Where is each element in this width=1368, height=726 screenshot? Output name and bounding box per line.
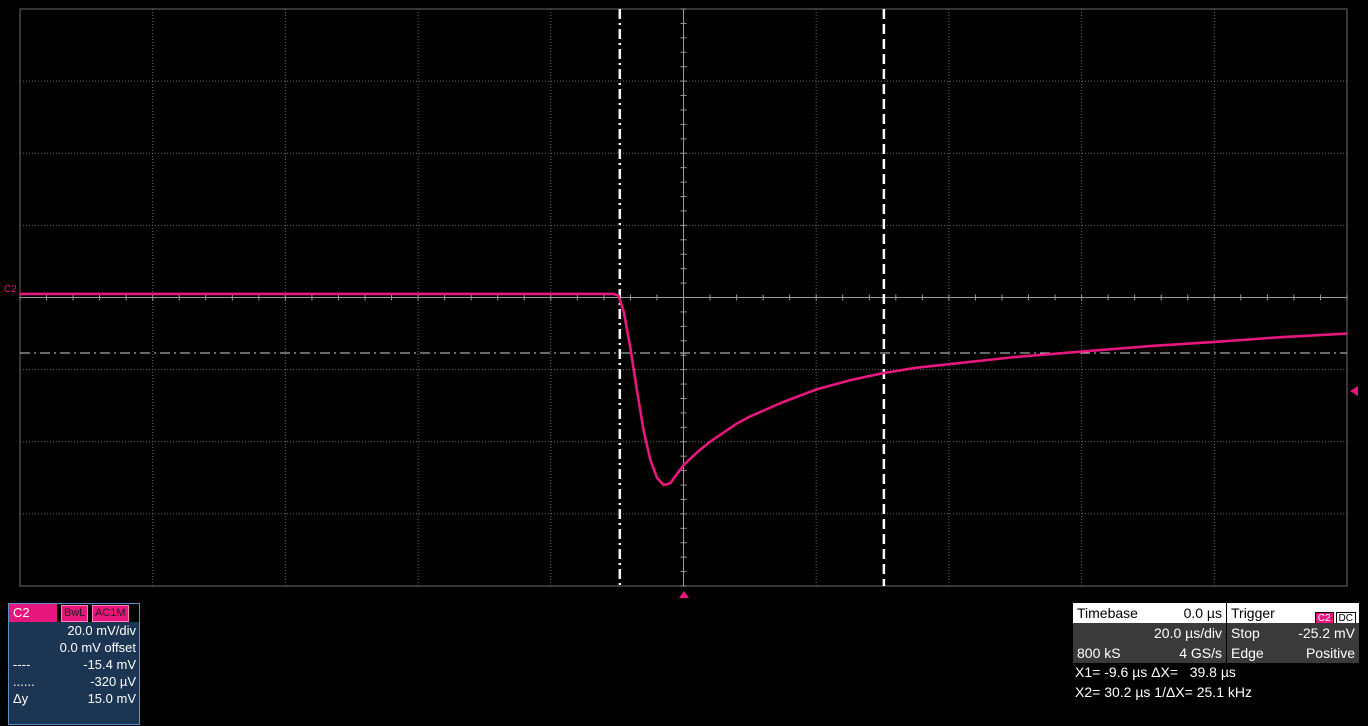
- cursor2-value: -320 µV: [90, 674, 136, 689]
- bandwidth-limit-tag: BwL: [61, 605, 89, 622]
- cursor-row-1: X1= -9.6 µs ΔX= 39.8 µs: [1075, 662, 1365, 682]
- vertical-offset: 0.0 mV offset: [9, 639, 139, 656]
- delta-y-value: 15.0 mV: [87, 691, 136, 706]
- timebase-header: Timebase 0.0 µs: [1073, 603, 1226, 623]
- channel-name: C2: [9, 604, 57, 622]
- timebase-samples: 800 kS: [1077, 645, 1121, 661]
- timebase-sample-rate: 4 GS/s: [1179, 645, 1222, 661]
- trigger-level: -25.2 mV: [1298, 625, 1355, 641]
- trigger-slope: Positive: [1305, 645, 1355, 661]
- cursor1-value: -15.4 mV: [83, 657, 136, 672]
- channel-descriptor[interactable]: C2 BwL AC1M 20.0 mV/div 0.0 mV offset --…: [8, 603, 140, 725]
- trigger-type: Edge: [1231, 645, 1264, 661]
- trigger-mode-row: Stop -25.2 mV: [1227, 623, 1359, 643]
- trigger-position-marker[interactable]: [679, 591, 689, 598]
- trigger-mode: Stop: [1231, 625, 1260, 641]
- inverse-delta-x-value: 25.1 kHz: [1196, 684, 1252, 700]
- trigger-level-marker[interactable]: [1350, 386, 1358, 396]
- vertical-scale: 20.0 mV/div: [9, 622, 139, 639]
- cursor2-readout: ...... -320 µV: [9, 673, 139, 690]
- cursor1-readout: ---- -15.4 mV: [9, 656, 139, 673]
- channel-header: C2 BwL AC1M: [9, 604, 139, 622]
- timebase-label: Timebase: [1077, 605, 1138, 621]
- cursor1-symbol: ----: [13, 657, 31, 672]
- timebase-sampling-row: 800 kS 4 GS/s: [1073, 643, 1226, 663]
- trigger-source-tag: C2: [1314, 612, 1334, 626]
- graticule: [19, 8, 1348, 587]
- cursor-x1: X1= -9.6 µs: [1075, 664, 1148, 680]
- vertical-scale-value: 20.0 mV/div: [67, 623, 136, 638]
- trigger-header: Trigger C2 DC: [1227, 603, 1359, 626]
- vertical-offset-value: 0.0 mV offset: [59, 640, 136, 655]
- delta-x-value: 39.8 µs: [1189, 664, 1236, 680]
- delta-x-label: ΔX=: [1151, 664, 1179, 680]
- cursor-readouts: X1= -9.6 µs ΔX= 39.8 µs X2= 30.2 µs 1/ΔX…: [1075, 662, 1365, 702]
- trigger-label: Trigger: [1231, 605, 1275, 621]
- trace-channel-marker: C2: [4, 284, 17, 295]
- inverse-delta-x-label: 1/ΔX=: [1154, 684, 1193, 700]
- waveform-display: C2: [4, 8, 1358, 598]
- delta-y-readout: Δy 15.0 mV: [9, 690, 139, 707]
- coupling-tag: AC1M: [92, 605, 129, 622]
- timebase-per-div: 20.0 µs/div: [1154, 625, 1222, 641]
- c2-trace: [20, 292, 1348, 487]
- timebase-scale-row: 20.0 µs/div: [1073, 623, 1226, 643]
- delta-y-label: Δy: [13, 691, 29, 706]
- trigger-tags: C2 DC: [1313, 606, 1356, 626]
- cursor-row-2: X2= 30.2 µs 1/ΔX= 25.1 kHz: [1075, 682, 1365, 702]
- timebase-descriptor[interactable]: Timebase 0.0 µs 20.0 µs/div 800 kS 4 GS/…: [1073, 603, 1226, 663]
- trigger-descriptor[interactable]: Trigger C2 DC Stop -25.2 mV Edge Positive: [1227, 603, 1359, 663]
- timebase-delay: 0.0 µs: [1183, 605, 1222, 621]
- cursor2-symbol: ......: [13, 674, 35, 689]
- cursor-x2: X2= 30.2 µs: [1075, 684, 1151, 700]
- trigger-type-row: Edge Positive: [1227, 643, 1359, 663]
